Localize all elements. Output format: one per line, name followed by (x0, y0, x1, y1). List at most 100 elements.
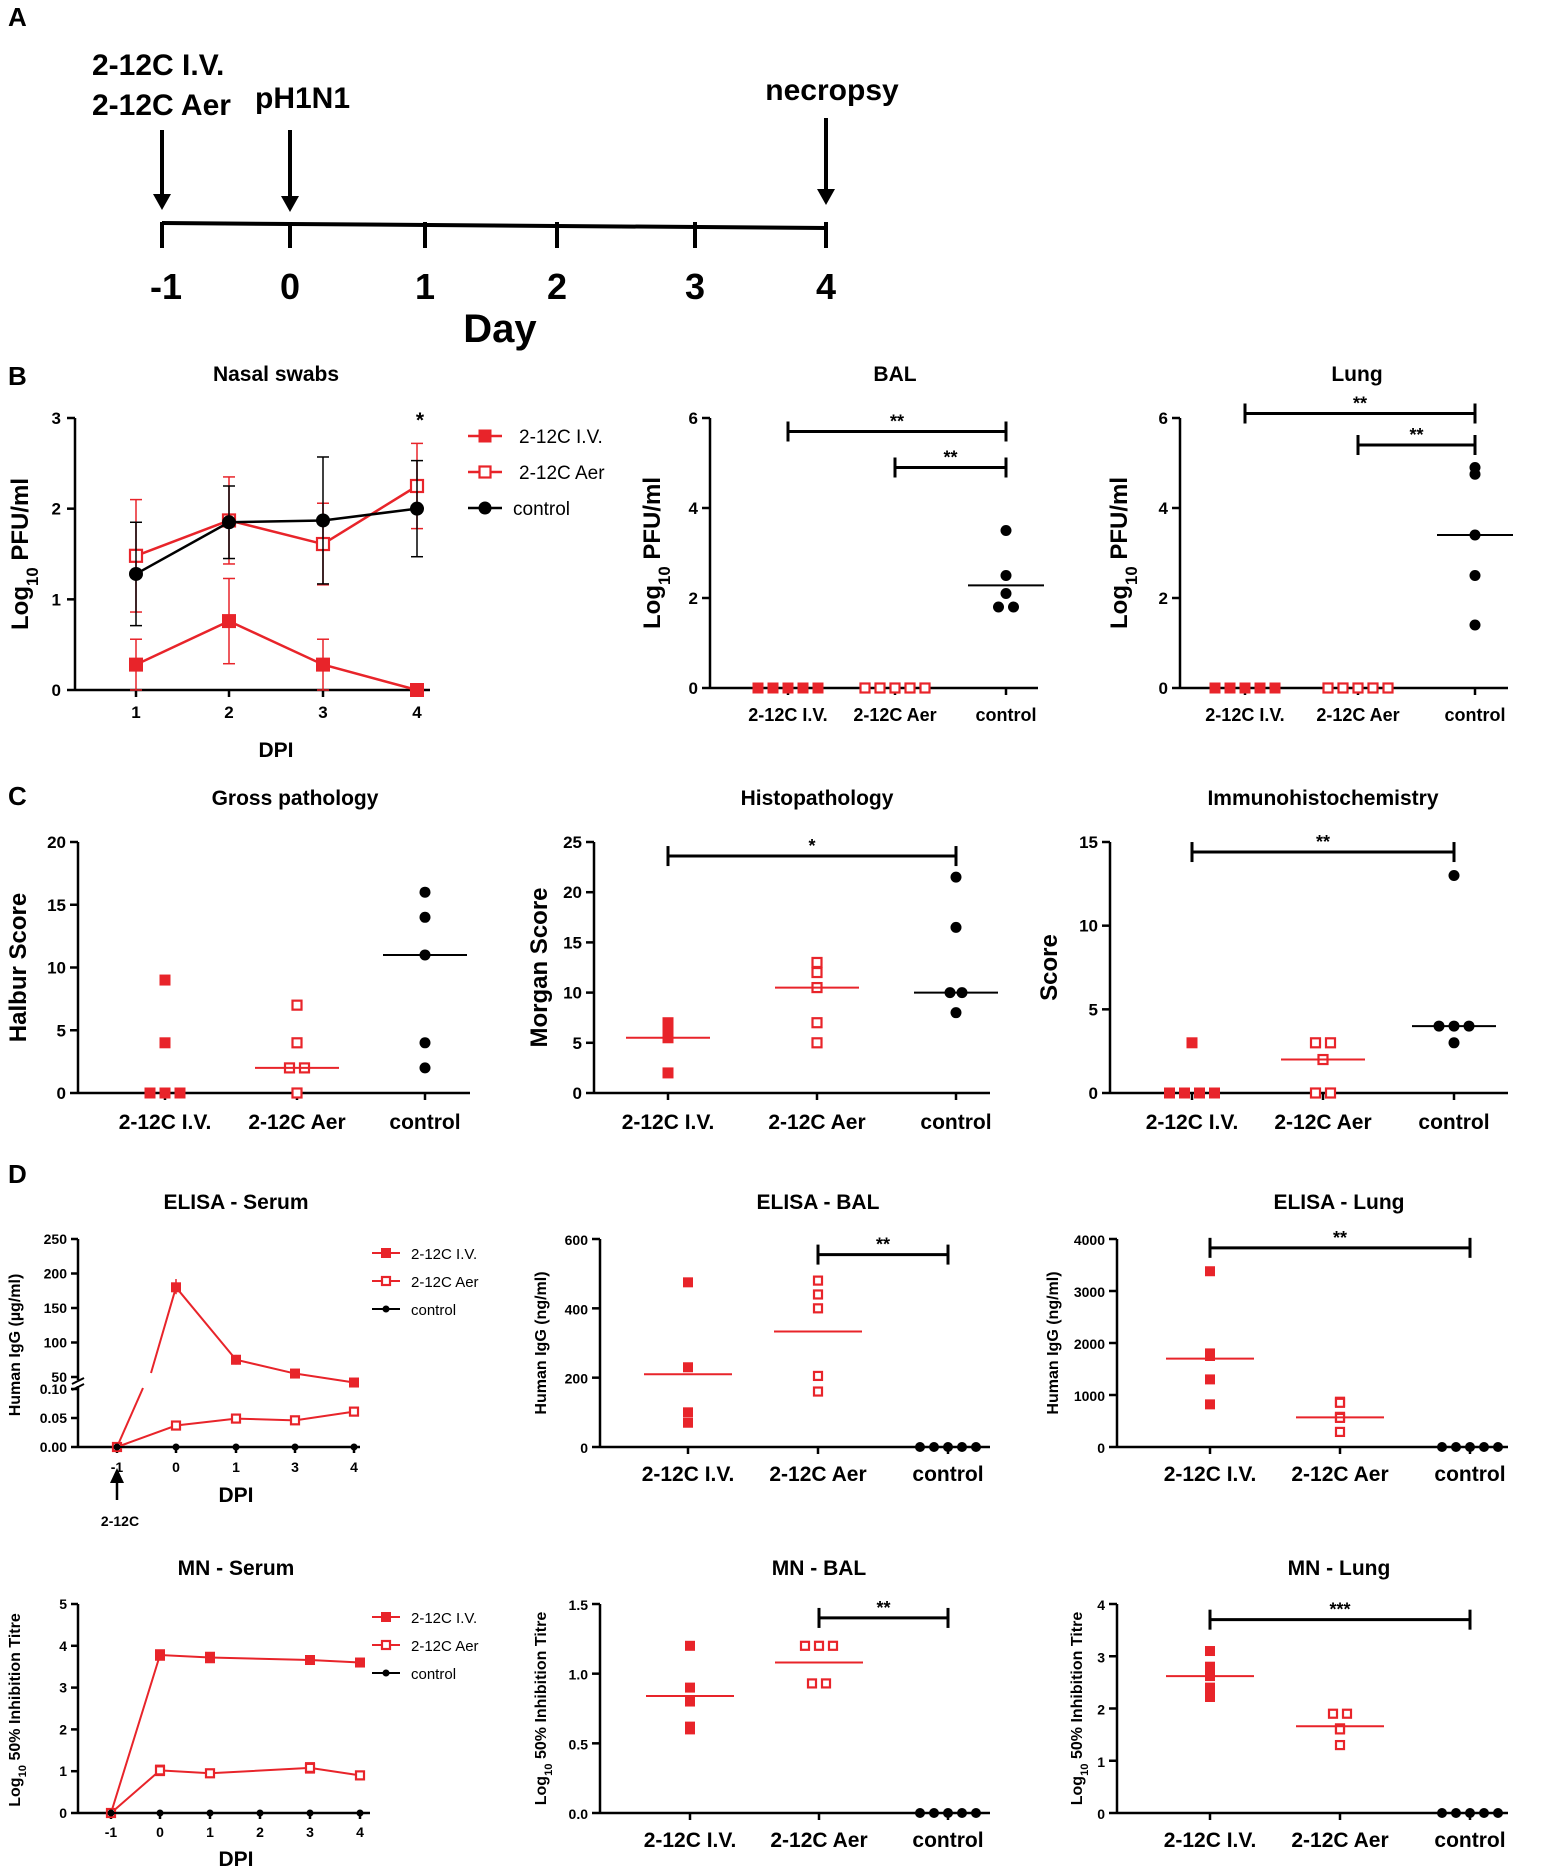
y-tick-label: 600 (565, 1232, 589, 1248)
y-tick-label: 0.5 (569, 1736, 589, 1752)
data-point (1239, 682, 1251, 694)
data-point (929, 1808, 939, 1818)
y-tick-label: 10 (47, 959, 66, 978)
x-tick-label: 1 (206, 1824, 214, 1840)
day-tick-label: 3 (685, 266, 705, 307)
chart-title: Gross pathology (212, 787, 379, 810)
data-point (349, 1377, 359, 1388)
y-tick-label: 200 (44, 1266, 68, 1282)
y-axis-label: Log10 PFU/ml (639, 477, 674, 629)
data-point (204, 1768, 216, 1779)
significance-label: ** (890, 412, 904, 432)
x-tick-label: 2-12C I.V. (119, 1111, 212, 1134)
series-line (110, 1653, 361, 1814)
x-tick-label: control (976, 705, 1037, 725)
data-point (812, 1275, 824, 1286)
data-point (222, 515, 236, 530)
y-axis-label-part: PFU/ml (639, 477, 666, 566)
chart-elisa-serum: ELISA - Serum 50 100 150 200 250 0.00 0.05 0.10 -… (7, 1191, 479, 1529)
data-point (1179, 1087, 1190, 1099)
legend-label: 2-12C I.V. (411, 1610, 477, 1627)
data-point (306, 1809, 314, 1817)
x-tick-label: 2-12C Aer (1274, 1111, 1371, 1134)
challenge-arrow-head (281, 196, 299, 212)
legend-label: 2-12C Aer (411, 1638, 479, 1655)
chart-nasal: Nasal swabs 0 1 2 3 1 2 3 4 DPI Log10 PFU/ml * 2-12C… (7, 363, 605, 762)
axis-break (71, 1377, 85, 1385)
y-axis-label-part: Log (533, 1776, 550, 1805)
y-axis-label: Log10 50% Inhibition Titre (533, 1612, 555, 1806)
data-point (685, 1640, 695, 1651)
y-axis-label-subscript: 10 (1122, 566, 1141, 585)
legend-marker (381, 1248, 391, 1258)
y-tick-label: 0 (1097, 1440, 1105, 1456)
data-point (354, 1770, 366, 1781)
chart-mn_bal: MN - BAL 0.0 0.5 1.0 1.5 Log10 50% Inhibition… (533, 1557, 990, 1852)
x-tick-label: 0 (156, 1824, 164, 1840)
data-point (874, 682, 886, 694)
legend-label: 2-12C I.V. (411, 1246, 477, 1263)
data-point (129, 657, 143, 672)
x-tick-label: 2-12C I.V. (748, 705, 827, 725)
data-point (1469, 468, 1481, 480)
chart-title: Immunohistochemistry (1207, 787, 1438, 810)
y-tick-label: 5 (57, 1021, 66, 1040)
data-point (782, 682, 794, 694)
series-line (110, 1766, 361, 1814)
data-point (1309, 1037, 1322, 1049)
significance-label: ** (943, 448, 957, 468)
y-axis-label-subscript: 10 (23, 567, 42, 586)
data-point (1254, 682, 1266, 694)
significance-label: *** (1329, 1600, 1350, 1620)
data-point (950, 1007, 962, 1019)
data-point (1194, 1087, 1205, 1099)
chart-mn-serum: MN - Serum 0 1 2 3 4 5 -1 0 1 2 3 4 DPI Log10 50% Inhi… (7, 1557, 479, 1871)
y-tick-label: 10 (563, 984, 582, 1003)
data-point (943, 1442, 953, 1452)
necropsy-arrow-head (817, 189, 835, 205)
y-tick-label: 0 (57, 1084, 66, 1103)
y-tick-label: 100 (44, 1335, 68, 1351)
legend-marker (380, 1275, 392, 1287)
data-point (827, 1640, 839, 1651)
data-point (1451, 1808, 1461, 1818)
data-point (1309, 1087, 1322, 1099)
data-point (291, 1037, 303, 1049)
data-point (683, 1407, 693, 1418)
data-point (159, 1037, 171, 1049)
data-point (316, 513, 330, 528)
panel-label-d: D (8, 1159, 27, 1189)
data-point (683, 1417, 693, 1428)
chart-title: MN - BAL (772, 1557, 867, 1580)
data-point (289, 1415, 301, 1426)
legend-marker (478, 501, 492, 515)
series-line (135, 507, 418, 576)
x-tick-label: -1 (105, 1824, 118, 1840)
data-point (172, 1443, 180, 1451)
dose-arrow-head (153, 194, 171, 210)
data-point (799, 1640, 811, 1651)
chart-title: ELISA - BAL (757, 1191, 880, 1214)
data-point (943, 1808, 953, 1818)
legend-marker (478, 429, 492, 443)
chart-lung_pfu: Lung 0 2 4 6 Log10 PFU/ml 2-12C I.V. 2-12C Aer c… (1106, 363, 1513, 725)
data-point (812, 1289, 824, 1300)
y-axis-label-part: Log (639, 585, 666, 629)
data-point (159, 974, 171, 986)
significance-label: ** (1333, 1228, 1347, 1248)
data-point (1000, 525, 1012, 536)
y-tick-label: 10 (1079, 917, 1098, 936)
x-tick-label: 2-12C I.V. (1164, 1463, 1257, 1486)
legend-label: 2-12C Aer (411, 1274, 479, 1291)
data-point (950, 871, 962, 883)
data-point (129, 566, 143, 581)
y-tick-label: 1.0 (569, 1667, 589, 1683)
x-tick-label: 2 (224, 703, 233, 722)
data-point (889, 682, 901, 694)
chart-elisa_lung: ELISA - Lung 0 1000 2000 3000 4000 Human IgG (… (1045, 1191, 1508, 1486)
y-axis-label: Log10 50% Inhibition Titre (1069, 1612, 1091, 1806)
x-tick-label: 2-12C I.V. (642, 1463, 735, 1486)
data-point (154, 1765, 166, 1776)
day-tick-label: 2 (547, 266, 567, 307)
data-point (1352, 682, 1364, 694)
